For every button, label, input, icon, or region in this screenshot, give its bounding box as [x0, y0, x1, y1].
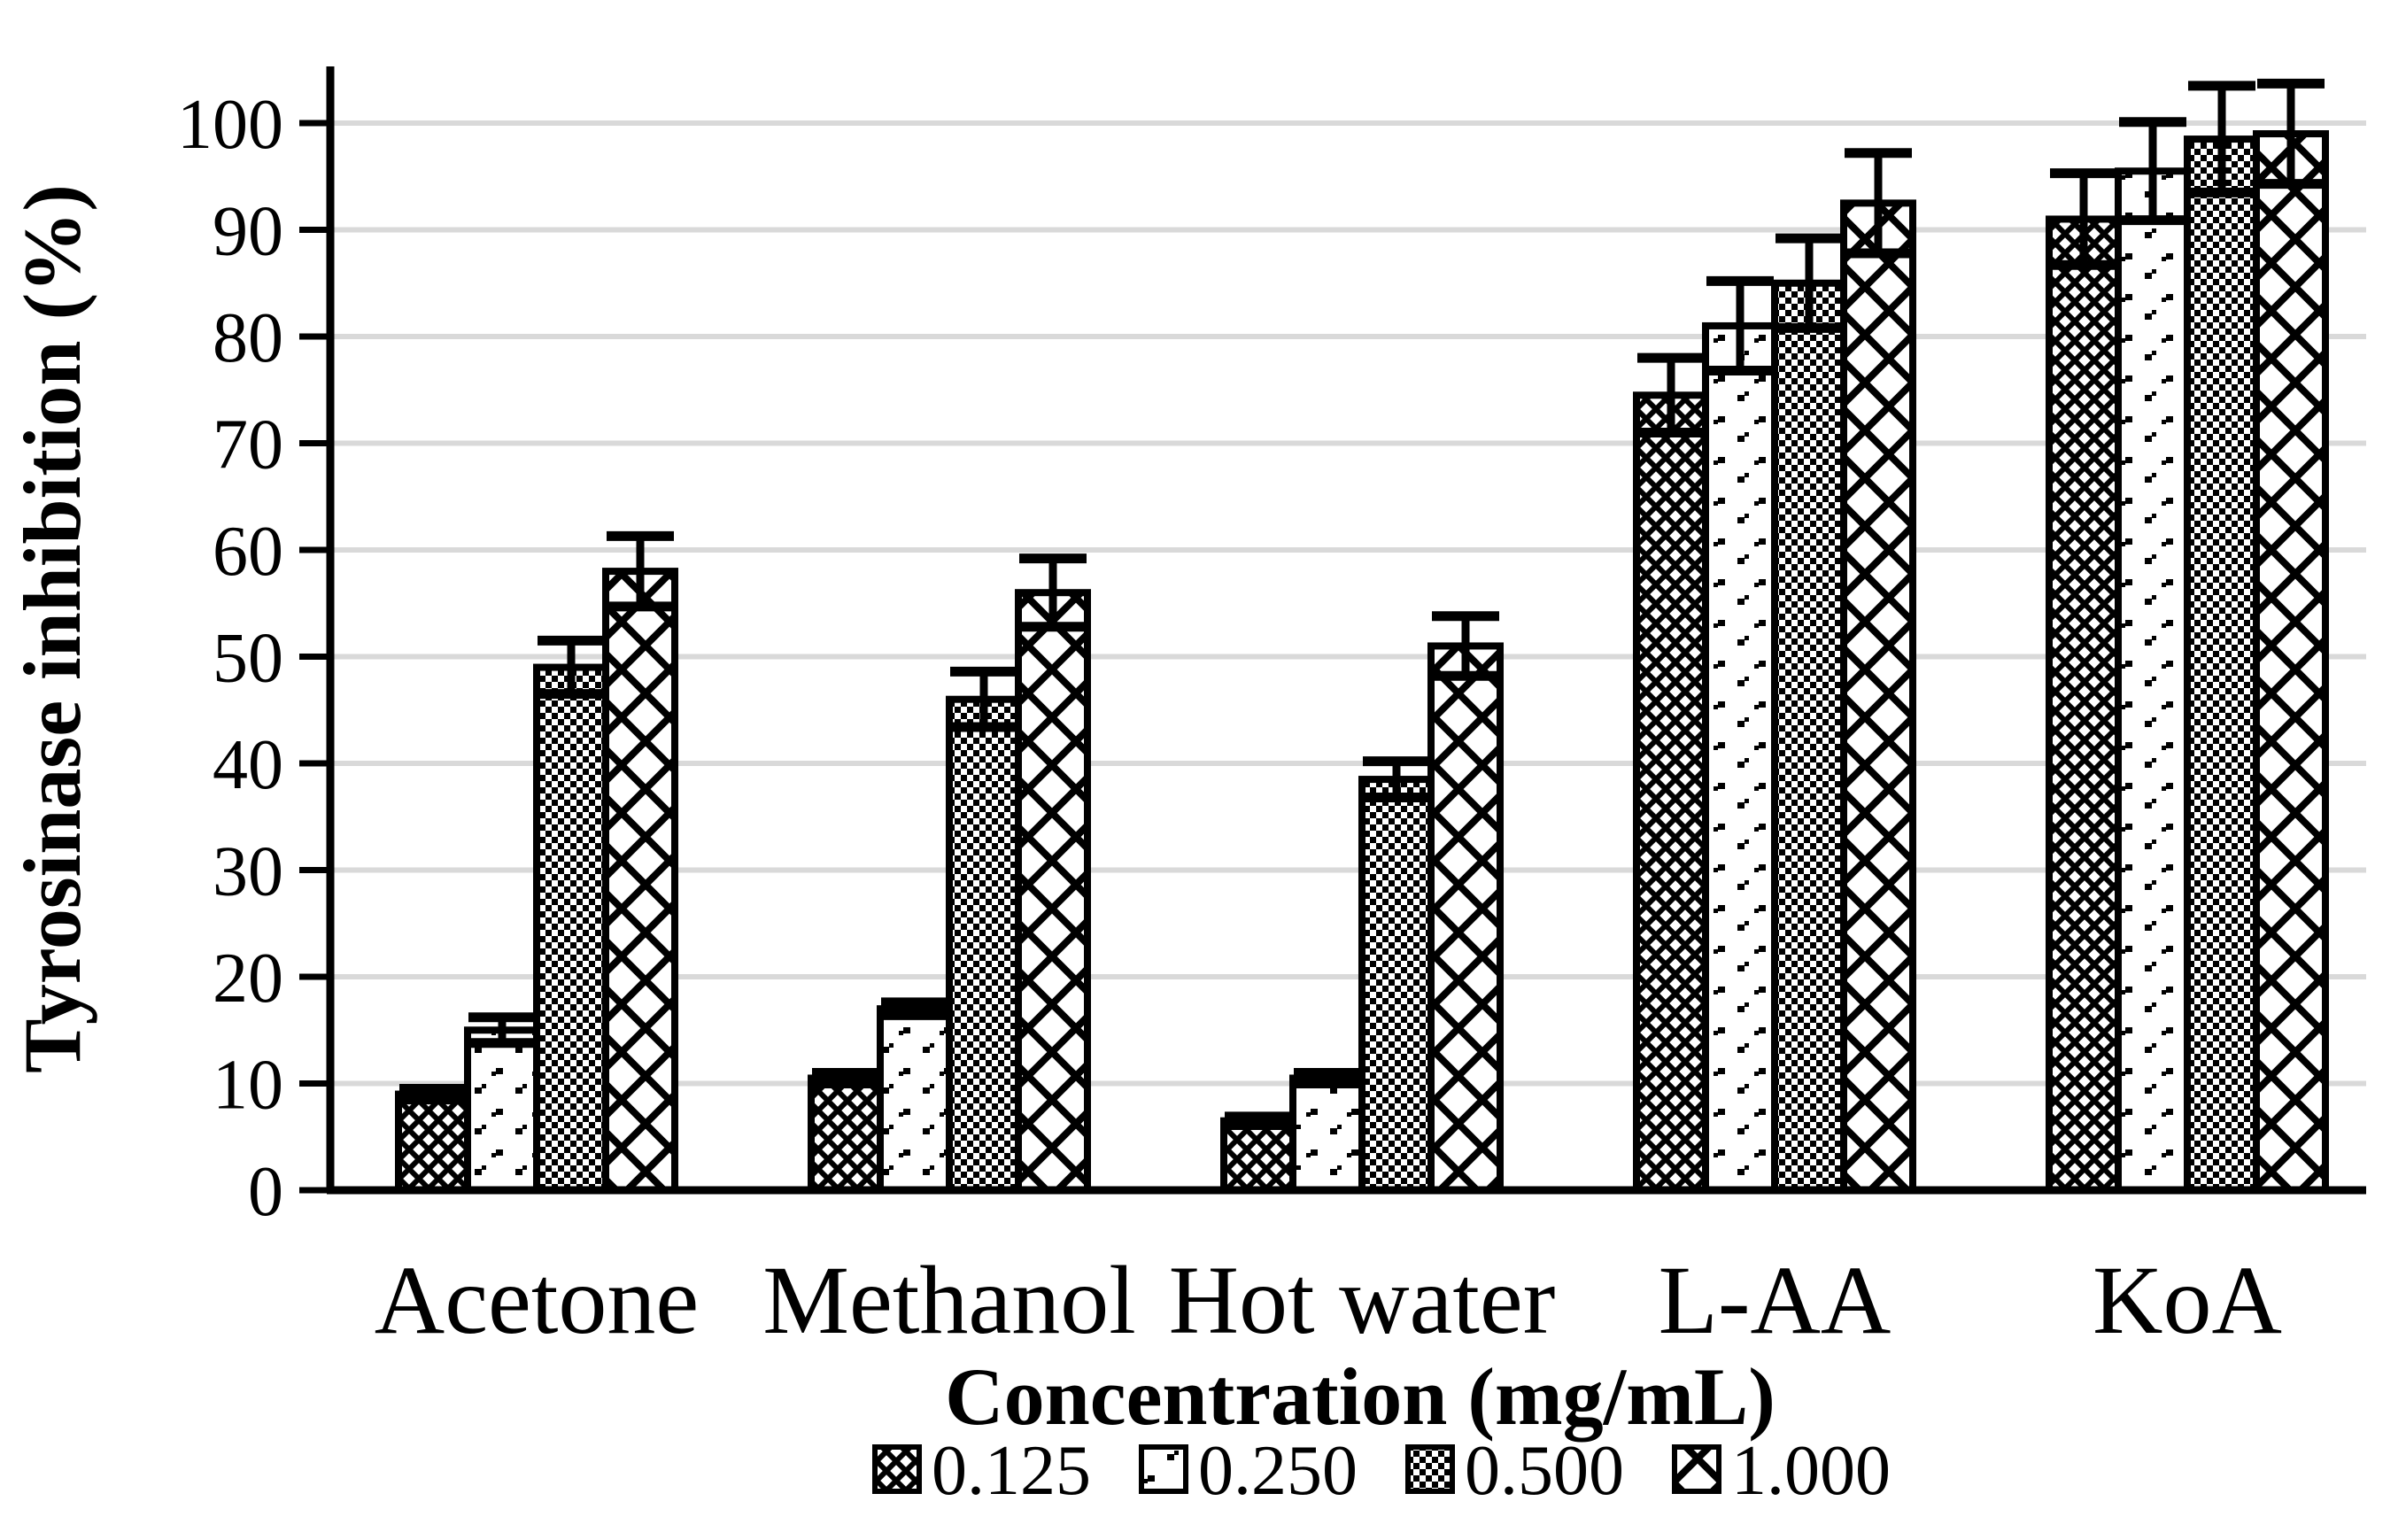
- bar-hot-water-0.125: [1220, 1117, 1296, 1195]
- bar-acetone-0.250: [464, 1026, 540, 1194]
- legend-label-0.500: 0.500: [1465, 1432, 1624, 1510]
- bar-methanol-1.000: [1015, 589, 1091, 1194]
- bar-hot-water-0.500: [1358, 776, 1435, 1194]
- bar-acetone-0.500: [533, 663, 609, 1194]
- bar-l-aa-1.000: [1840, 199, 1916, 1194]
- x-axis-title: Concentration (mg/mL): [945, 1351, 1775, 1442]
- bar-methanol-0.125: [808, 1074, 884, 1194]
- legend-label-0.125: 0.125: [932, 1432, 1091, 1510]
- y-axis-title: Tyrosinase inhibition (%): [7, 184, 97, 1073]
- bar-koa-1.000: [2253, 130, 2329, 1194]
- bar-l-aa-0.500: [1771, 279, 1847, 1194]
- y-tick-label-90: 90: [213, 193, 283, 271]
- category-label-methanol: Methanol: [762, 1246, 1136, 1354]
- bar-methanol-0.250: [877, 1005, 953, 1195]
- y-tick-label-10: 10: [213, 1047, 283, 1125]
- y-tick-label-20: 20: [213, 940, 283, 1018]
- category-label-koa: KoA: [2093, 1246, 2282, 1354]
- y-tick-label-50: 50: [213, 620, 283, 698]
- bar-acetone-1.000: [602, 568, 678, 1194]
- legend-label-1.000: 1.000: [1731, 1432, 1891, 1510]
- y-tick-label-60: 60: [213, 513, 283, 591]
- legend-label-0.250: 0.250: [1198, 1432, 1358, 1510]
- bar-l-aa-0.250: [1702, 321, 1778, 1194]
- y-tick-label-70: 70: [213, 406, 283, 484]
- y-tick-label-80: 80: [213, 299, 283, 377]
- bar-hot-water-1.000: [1427, 642, 1504, 1194]
- legend-swatch-0.250: [1139, 1444, 1188, 1494]
- legend-swatch-1.000: [1672, 1444, 1721, 1494]
- y-tick-label-30: 30: [213, 833, 283, 911]
- y-tick-label-40: 40: [213, 726, 283, 804]
- bar-methanol-0.500: [946, 695, 1022, 1194]
- category-label-l-aa: L-AA: [1659, 1246, 1892, 1354]
- bar-koa-0.500: [2184, 135, 2260, 1195]
- bar-acetone-0.125: [395, 1090, 471, 1195]
- bar-l-aa-0.125: [1633, 391, 1709, 1194]
- bar-hot-water-0.250: [1289, 1074, 1365, 1194]
- y-tick-label-100: 100: [177, 86, 283, 164]
- bar-koa-0.250: [2115, 167, 2191, 1195]
- y-tick-label-0: 0: [248, 1153, 283, 1231]
- legend-swatch-0.125: [872, 1444, 922, 1494]
- bar-koa-0.125: [2046, 215, 2122, 1195]
- legend-swatch-0.500: [1405, 1444, 1455, 1494]
- plot-area: Acetone Methanol Hot water L-AA KoA 0 10 20 30 40…: [177, 66, 2366, 1510]
- category-label-acetone: Acetone: [375, 1246, 699, 1354]
- category-label-hot-water: Hot water: [1169, 1246, 1556, 1354]
